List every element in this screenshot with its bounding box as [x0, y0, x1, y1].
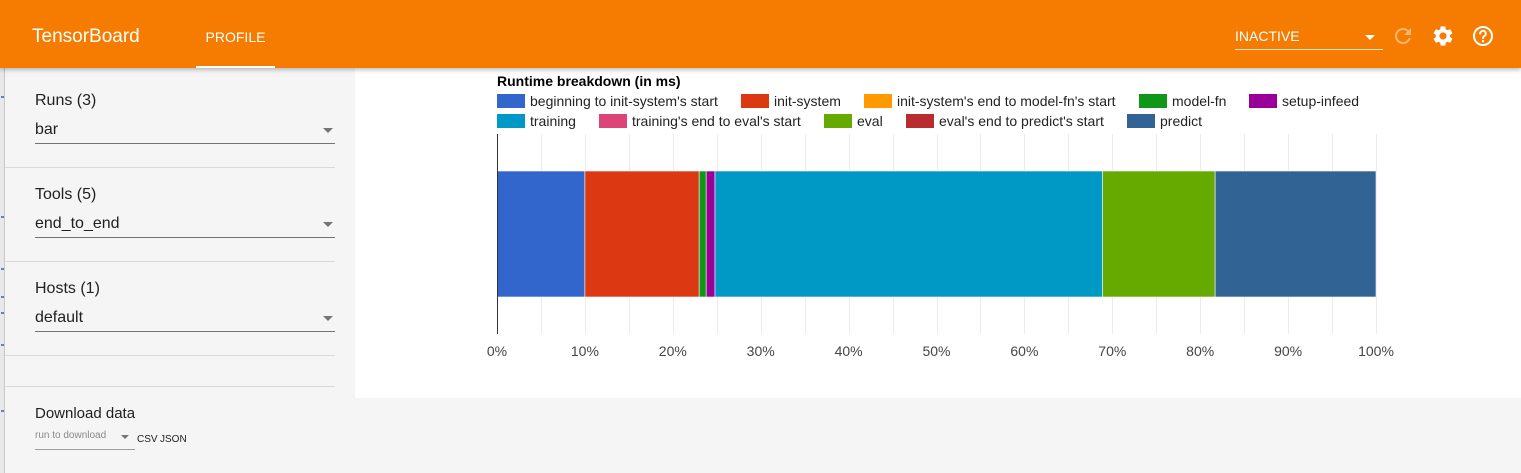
- download-section: Download data: [35, 405, 335, 422]
- tools-section: Tools (5) end_to_end: [35, 186, 335, 238]
- x-tick-label: 10%: [571, 343, 599, 359]
- legend-label: predict: [1160, 113, 1203, 129]
- gear-icon[interactable]: [1431, 24, 1455, 48]
- chevron-down-icon: [323, 128, 333, 133]
- hosts-title: Hosts (1): [35, 280, 100, 297]
- x-tick-label: 90%: [1274, 343, 1302, 359]
- divider: [5, 261, 335, 262]
- tools-title: Tools (5): [35, 186, 97, 203]
- bar-segment: [705, 170, 716, 298]
- legend-swatch: [741, 94, 769, 108]
- runs-section: Runs (3) bar: [35, 92, 335, 144]
- background-window-edge: [0, 0, 5, 473]
- active-tab-indicator: [196, 66, 275, 68]
- hosts-value: default: [35, 309, 84, 326]
- download-json-button[interactable]: JSON: [160, 434, 187, 445]
- runs-value: bar: [35, 121, 59, 138]
- help-icon[interactable]: [1471, 24, 1495, 48]
- legend-swatch: [824, 114, 852, 128]
- hosts-dropdown[interactable]: default: [35, 306, 335, 332]
- legend-label: init-system: [774, 93, 841, 109]
- legend-label: training's end to eval's start: [632, 113, 801, 129]
- download-csv-button[interactable]: CSV: [137, 434, 158, 445]
- x-tick-label: 100%: [1358, 343, 1394, 359]
- legend-label: model-fn: [1172, 93, 1227, 109]
- legend-label: training: [530, 113, 576, 129]
- run-status-select[interactable]: INACTIVE: [1235, 26, 1383, 50]
- x-tick-label: 20%: [659, 343, 687, 359]
- chevron-down-icon: [1365, 35, 1375, 40]
- legend-swatch: [599, 114, 627, 128]
- chart-panel: Runtime breakdown (in ms) beginning to i…: [355, 68, 1521, 398]
- legend-swatch: [1249, 94, 1277, 108]
- download-title: Download data: [35, 405, 136, 422]
- bar-segment: [698, 170, 707, 298]
- legend-swatch: [906, 114, 934, 128]
- legend-label: eval: [857, 113, 883, 129]
- bar-segment: [584, 170, 700, 298]
- download-run-dropdown[interactable]: run to download: [35, 428, 135, 450]
- tools-dropdown[interactable]: end_to_end: [35, 212, 335, 238]
- sidebar: Runs (3) bar Tools (5) end_to_end Hosts …: [5, 68, 355, 473]
- app-header: TensorBoard PROFILE INACTIVE: [0, 0, 1521, 68]
- runs-dropdown[interactable]: bar: [35, 118, 335, 144]
- divider: [5, 167, 335, 168]
- chevron-down-icon: [323, 316, 333, 321]
- bar-segment: [714, 170, 1103, 298]
- run-status-value: INACTIVE: [1235, 28, 1300, 44]
- legend-swatch: [1139, 94, 1167, 108]
- x-tick-label: 30%: [747, 343, 775, 359]
- legend-label: init-system's end to model-fn's start: [897, 93, 1116, 109]
- hosts-section: Hosts (1) default: [35, 280, 335, 332]
- x-tick-label: 0%: [487, 343, 507, 359]
- legend-swatch: [497, 114, 525, 128]
- chevron-down-icon: [121, 435, 129, 439]
- x-tick-label: 60%: [1010, 343, 1038, 359]
- x-tick-label: 70%: [1098, 343, 1126, 359]
- download-run-placeholder: run to download: [35, 430, 107, 441]
- x-tick-label: 80%: [1186, 343, 1214, 359]
- refresh-icon[interactable]: [1391, 24, 1415, 48]
- legend-label: setup-infeed: [1282, 93, 1360, 109]
- bar-segment: [1102, 170, 1216, 298]
- bar-segment: [496, 170, 586, 298]
- legend-swatch: [864, 94, 892, 108]
- runtime-breakdown-chart: 0% 10% 20% 30% 40% 50% 60% 70% 80% 90% 100%: [487, 134, 1394, 359]
- tab-profile-label: PROFILE: [205, 29, 266, 45]
- tools-value: end_to_end: [35, 215, 120, 232]
- legend-label: beginning to init-system's start: [530, 93, 718, 109]
- runs-title: Runs (3): [35, 92, 97, 109]
- divider: [5, 386, 335, 387]
- divider: [5, 355, 335, 356]
- legend-swatch: [497, 94, 525, 108]
- x-tick-label: 40%: [835, 343, 863, 359]
- tab-profile[interactable]: PROFILE: [196, 0, 275, 68]
- chart-title: Runtime breakdown (in ms): [497, 73, 681, 89]
- app-title: TensorBoard: [32, 26, 140, 47]
- legend-label: eval's end to predict's start: [939, 113, 1104, 129]
- legend-swatch: [1127, 114, 1155, 128]
- x-tick-label: 50%: [922, 343, 950, 359]
- bar-segment: [1214, 170, 1377, 298]
- chevron-down-icon: [323, 222, 333, 227]
